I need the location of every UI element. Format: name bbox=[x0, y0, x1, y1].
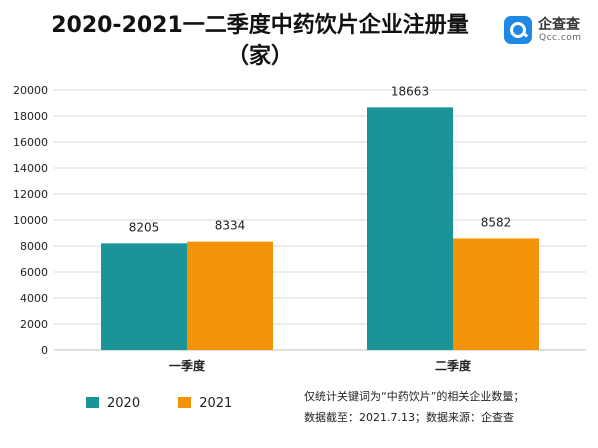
x-tick-label: 一季度 bbox=[169, 358, 206, 373]
y-tick-label: 14000 bbox=[13, 162, 48, 175]
data-label: 18663 bbox=[391, 84, 429, 98]
y-tick-label: 4000 bbox=[20, 292, 48, 305]
bar-2021-0 bbox=[187, 241, 273, 350]
y-tick-label: 2000 bbox=[20, 318, 48, 331]
legend-swatch-2020 bbox=[86, 397, 99, 408]
legend-item-2021: 2021 bbox=[178, 396, 232, 411]
chart-title: 2020-2021一二季度中药饮片企业注册量 （家） bbox=[10, 10, 510, 72]
footnote-line1: 仅统计关键词为“中药饮片”的相关企业数量； bbox=[304, 390, 525, 403]
x-tick-label: 二季度 bbox=[435, 358, 472, 373]
y-tick-label: 16000 bbox=[13, 136, 48, 149]
legend-swatch-2021 bbox=[178, 397, 192, 408]
chart-title-line2: （家） bbox=[226, 44, 293, 69]
logo-domain: Qcc.com bbox=[539, 33, 582, 43]
legend-item-2020: 2020 bbox=[86, 396, 140, 411]
y-tick-label: 10000 bbox=[13, 214, 48, 227]
y-tick-label: 12000 bbox=[13, 188, 48, 201]
y-tick-label: 18000 bbox=[13, 110, 48, 123]
data-label: 8334 bbox=[215, 219, 246, 233]
legend-label-2020: 2020 bbox=[107, 396, 141, 411]
y-tick-label: 0 bbox=[41, 344, 48, 357]
y-tick-label: 20000 bbox=[13, 84, 48, 97]
bar-2020-1 bbox=[367, 107, 453, 350]
bar-2020-0 bbox=[101, 243, 187, 350]
legend-label-2021: 2021 bbox=[199, 396, 233, 411]
bar-2021-1 bbox=[453, 238, 539, 350]
magnifier-icon bbox=[504, 16, 532, 44]
y-tick-label: 6000 bbox=[20, 266, 48, 279]
logo-name: 企查查 bbox=[538, 17, 580, 33]
legend: 2020 2021 bbox=[86, 396, 266, 411]
data-label: 8205 bbox=[129, 220, 160, 234]
footnote-line2: 数据截至：2021.7.13；数据来源：企查查 bbox=[304, 411, 514, 424]
chart-title-line1: 2020-2021一二季度中药饮片企业注册量 bbox=[51, 13, 469, 38]
footnote: 仅统计关键词为“中药饮片”的相关企业数量； 数据截至：2021.7.13；数据来… bbox=[304, 386, 594, 428]
data-label: 8582 bbox=[481, 215, 512, 229]
qcc-logo: 企查查 Qcc.com bbox=[504, 14, 596, 54]
y-tick-label: 8000 bbox=[20, 240, 48, 253]
